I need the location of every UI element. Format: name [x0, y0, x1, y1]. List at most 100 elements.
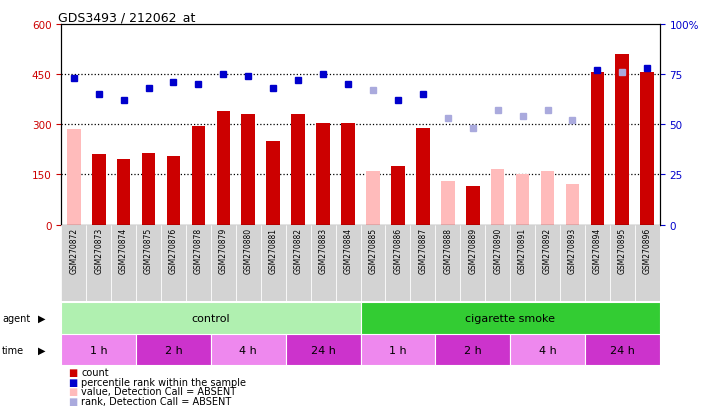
Text: count: count — [81, 367, 109, 377]
Bar — [142, 153, 156, 225]
Text: 4 h: 4 h — [239, 345, 257, 355]
Text: 2 h: 2 h — [464, 345, 482, 355]
Text: 24 h: 24 h — [610, 345, 634, 355]
Bar — [266, 142, 280, 225]
Bar — [565, 185, 579, 225]
Bar — [541, 172, 554, 225]
Text: GSM270890: GSM270890 — [493, 228, 502, 273]
Text: control: control — [192, 313, 230, 323]
Bar — [317, 123, 330, 225]
Bar — [360, 225, 386, 301]
Bar — [360, 303, 660, 334]
Text: GSM270874: GSM270874 — [119, 228, 128, 273]
Text: ■: ■ — [68, 367, 78, 377]
Bar — [216, 112, 230, 225]
Bar — [161, 225, 186, 301]
Bar — [261, 225, 286, 301]
Bar — [460, 225, 485, 301]
Bar — [616, 55, 629, 225]
Text: GSM270873: GSM270873 — [94, 228, 103, 273]
Text: cigarette smoke: cigarette smoke — [465, 313, 555, 323]
Bar — [186, 225, 211, 301]
Bar — [167, 157, 180, 225]
Bar — [360, 335, 435, 366]
Bar — [410, 225, 435, 301]
Bar — [366, 172, 380, 225]
Text: GSM270882: GSM270882 — [293, 228, 303, 273]
Bar — [416, 128, 430, 225]
Text: GSM270894: GSM270894 — [593, 228, 602, 273]
Bar — [634, 225, 660, 301]
Bar — [61, 225, 87, 301]
Bar — [510, 225, 535, 301]
Bar — [516, 175, 529, 225]
Bar — [435, 335, 510, 366]
Text: rank, Detection Call = ABSENT: rank, Detection Call = ABSENT — [81, 396, 231, 406]
Bar — [491, 170, 505, 225]
Text: 4 h: 4 h — [539, 345, 557, 355]
Text: agent: agent — [2, 313, 30, 323]
Text: GSM270893: GSM270893 — [568, 228, 577, 273]
Text: GSM270872: GSM270872 — [69, 228, 79, 273]
Bar — [67, 130, 81, 225]
Bar — [192, 127, 205, 225]
Text: GSM270881: GSM270881 — [269, 228, 278, 273]
Bar — [585, 335, 660, 366]
Bar — [610, 225, 634, 301]
Text: GSM270883: GSM270883 — [319, 228, 327, 273]
Text: GSM270875: GSM270875 — [144, 228, 153, 273]
Text: ■: ■ — [68, 396, 78, 406]
Text: 1 h: 1 h — [90, 345, 107, 355]
Bar — [211, 225, 236, 301]
Text: 1 h: 1 h — [389, 345, 407, 355]
Bar — [61, 335, 136, 366]
Bar — [485, 225, 510, 301]
Bar — [117, 160, 131, 225]
Bar — [286, 335, 360, 366]
Bar — [386, 225, 410, 301]
Text: 2 h: 2 h — [164, 345, 182, 355]
Text: ▶: ▶ — [37, 313, 45, 323]
Bar — [585, 225, 610, 301]
Bar — [236, 225, 261, 301]
Bar — [61, 303, 360, 334]
Text: GDS3493 / 212062_at: GDS3493 / 212062_at — [58, 11, 195, 24]
Text: GSM270880: GSM270880 — [244, 228, 253, 273]
Text: GSM270889: GSM270889 — [468, 228, 477, 273]
Text: GSM270887: GSM270887 — [418, 228, 428, 273]
Bar — [466, 187, 479, 225]
Bar — [136, 335, 211, 366]
Text: GSM270892: GSM270892 — [543, 228, 552, 273]
Bar — [535, 225, 560, 301]
Bar — [341, 123, 355, 225]
Bar — [510, 335, 585, 366]
Text: GSM270886: GSM270886 — [394, 228, 402, 273]
Text: time: time — [2, 345, 25, 355]
Bar — [441, 182, 455, 225]
Text: value, Detection Call = ABSENT: value, Detection Call = ABSENT — [81, 387, 236, 396]
Bar — [92, 155, 105, 225]
Bar — [87, 225, 111, 301]
Text: GSM270879: GSM270879 — [219, 228, 228, 273]
Bar — [435, 225, 460, 301]
Bar — [560, 225, 585, 301]
Bar — [311, 225, 335, 301]
Bar — [291, 115, 305, 225]
Text: GSM270891: GSM270891 — [518, 228, 527, 273]
Text: GSM270878: GSM270878 — [194, 228, 203, 273]
Bar — [111, 225, 136, 301]
Text: GSM270885: GSM270885 — [368, 228, 378, 273]
Bar — [640, 73, 654, 225]
Bar — [136, 225, 161, 301]
Text: ▶: ▶ — [37, 345, 45, 355]
Bar — [590, 73, 604, 225]
Text: percentile rank within the sample: percentile rank within the sample — [81, 377, 247, 387]
Bar — [335, 225, 360, 301]
Bar — [242, 115, 255, 225]
Text: GSM270895: GSM270895 — [618, 228, 627, 273]
Text: 24 h: 24 h — [311, 345, 335, 355]
Bar — [286, 225, 311, 301]
Text: ■: ■ — [68, 387, 78, 396]
Bar — [211, 335, 286, 366]
Text: GSM270884: GSM270884 — [343, 228, 353, 273]
